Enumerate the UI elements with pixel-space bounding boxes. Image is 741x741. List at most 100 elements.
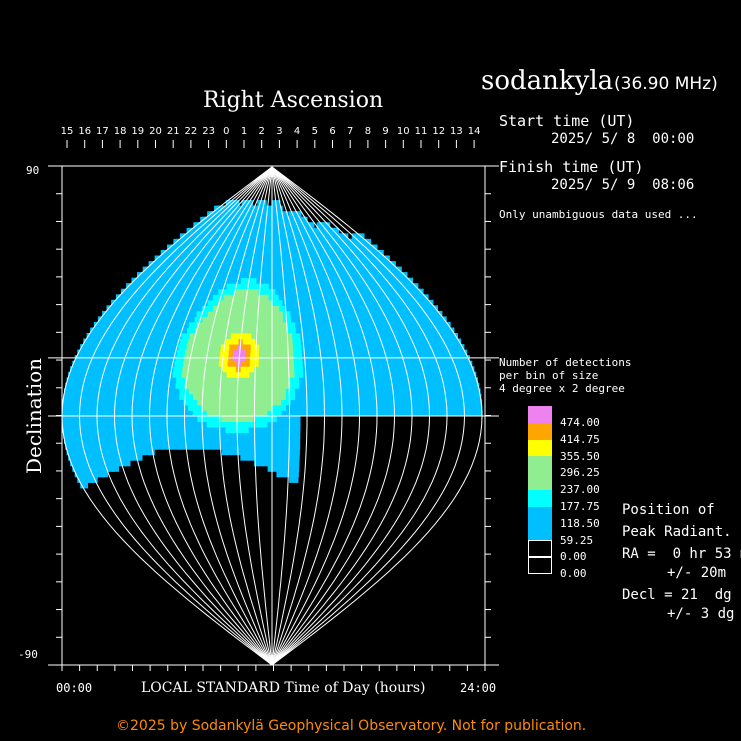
heat-cell — [261, 288, 266, 295]
heat-cell — [424, 393, 431, 400]
heat-cell — [439, 399, 445, 406]
heat-cell — [398, 377, 405, 384]
heat-cell — [142, 349, 149, 356]
heat-cell — [383, 404, 390, 411]
heat-cell — [197, 421, 203, 428]
heat-cell — [290, 410, 296, 417]
heat-cell — [76, 360, 84, 367]
heat-cell — [193, 388, 199, 395]
heat-cell — [201, 360, 207, 367]
heat-cell — [180, 377, 187, 384]
heat-cell — [392, 399, 399, 406]
heat-cell — [144, 449, 151, 456]
heat-cell — [334, 366, 340, 373]
heat-cell — [160, 333, 168, 339]
heat-cell — [118, 399, 124, 406]
heat-cell — [269, 272, 273, 279]
heat-cell — [167, 316, 175, 323]
heat-cell — [263, 349, 269, 356]
heat-cell — [423, 344, 431, 351]
heat-cell — [460, 371, 468, 378]
heat-cell — [230, 421, 236, 428]
heat-cell — [192, 416, 198, 422]
heat-cell — [214, 316, 220, 323]
heat-cell — [217, 266, 224, 273]
heat-cell — [259, 277, 264, 284]
legend-swatch — [528, 523, 552, 541]
heat-cell — [394, 360, 402, 367]
heat-cell — [267, 333, 273, 339]
heat-cell — [98, 465, 106, 472]
heat-cell — [389, 333, 397, 339]
heat-cell — [437, 388, 444, 395]
heat-cell — [272, 205, 274, 212]
heat-cell — [414, 288, 424, 295]
heat-cell — [132, 416, 138, 422]
heat-cell — [81, 393, 88, 400]
heat-cell — [355, 404, 362, 411]
heat-cell — [239, 244, 244, 251]
heat-cell — [79, 382, 86, 389]
heat-cell — [190, 371, 197, 378]
heat-cell — [318, 410, 324, 417]
heat-cell — [180, 382, 186, 389]
heat-cell — [128, 366, 135, 373]
heat-cell — [419, 388, 425, 395]
heat-cell — [259, 349, 264, 356]
heat-cell — [248, 438, 255, 445]
heat-cell — [183, 399, 189, 406]
heat-cell — [408, 360, 415, 367]
heat-cell — [71, 404, 77, 411]
heat-cell — [272, 255, 276, 262]
heat-cell — [251, 288, 257, 295]
heat-cell — [198, 288, 205, 295]
heat-cell — [64, 438, 71, 445]
heat-cell — [74, 382, 81, 389]
heat-cell — [281, 410, 287, 417]
heat-cell — [254, 460, 260, 467]
heat-cell — [272, 371, 277, 378]
heat-cell — [90, 349, 98, 356]
heat-cell — [323, 327, 330, 334]
heat-cell — [216, 388, 222, 395]
heat-cell — [249, 443, 255, 450]
heat-cell — [178, 360, 185, 367]
heat-cell — [189, 310, 196, 317]
heat-cell — [80, 410, 86, 417]
heat-cell — [241, 360, 247, 367]
heat-cell — [217, 338, 224, 345]
heat-cell — [276, 377, 282, 384]
heat-cell — [81, 349, 90, 356]
heat-cell — [233, 272, 238, 279]
heat-cell — [268, 305, 273, 312]
heat-cell — [143, 382, 150, 389]
heat-cell — [176, 349, 183, 356]
heat-cell — [290, 416, 296, 422]
heat-cell — [308, 261, 314, 268]
heat-cell — [332, 393, 338, 400]
heat-cell — [140, 316, 148, 323]
heat-cell — [477, 410, 483, 417]
heat-cell — [240, 377, 246, 384]
heat-cell — [416, 410, 422, 417]
heat-cell — [239, 443, 246, 450]
heat-cell — [76, 410, 82, 417]
heat-cell — [177, 310, 185, 317]
heat-cell — [368, 388, 375, 395]
heat-cell — [409, 388, 416, 395]
heat-cell — [304, 333, 310, 339]
heat-cell — [236, 299, 242, 306]
heat-cell — [305, 338, 311, 345]
heat-cell — [433, 393, 440, 400]
heat-cell — [273, 211, 276, 218]
heat-cell — [286, 410, 292, 417]
heat-cell — [169, 321, 176, 328]
heat-cell — [106, 327, 115, 334]
heat-cell — [291, 288, 296, 295]
heat-cell — [364, 388, 370, 395]
heat-cell — [220, 266, 226, 273]
heat-cell — [430, 327, 439, 334]
heat-cell — [295, 321, 301, 328]
heat-cell — [281, 393, 287, 400]
heat-cell — [381, 333, 388, 339]
